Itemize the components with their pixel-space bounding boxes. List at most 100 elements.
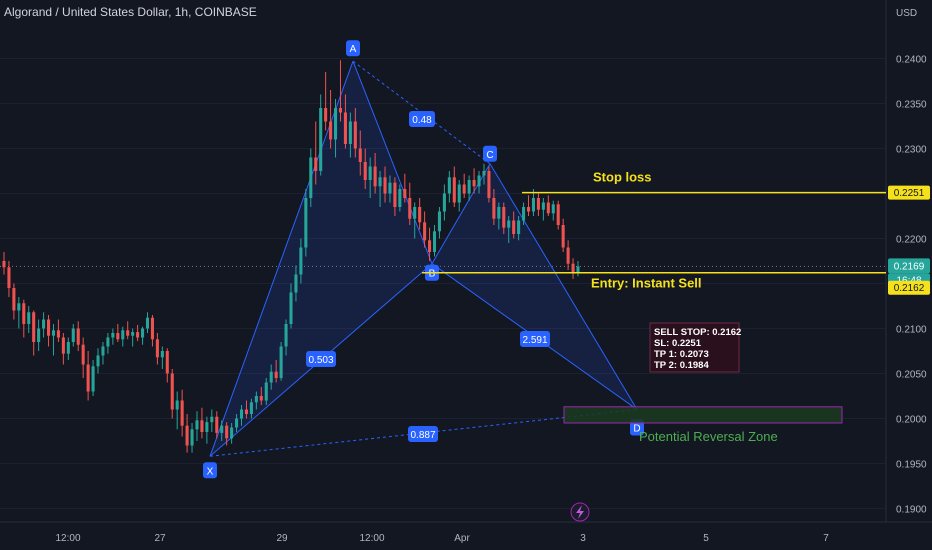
candle-body [249, 402, 253, 414]
candle-body [442, 193, 446, 212]
candle-body [145, 317, 150, 329]
y-tick-label: 0.2400 [896, 55, 927, 66]
candle-body [447, 177, 451, 194]
entry-price-label: 0.2162 [888, 280, 930, 295]
candle-body [131, 332, 135, 336]
candle-body [457, 184, 461, 203]
candle-body [497, 207, 501, 219]
info-line: TP 1: 0.2073 [654, 349, 709, 360]
candle-body [2, 261, 6, 268]
info-line: SELL STOP: 0.2162 [654, 327, 741, 338]
candlestick-series [2, 60, 580, 453]
candle-body [106, 337, 110, 347]
candle-body [536, 198, 540, 210]
candle-body [86, 364, 90, 392]
svg-text:0.2162: 0.2162 [894, 283, 925, 294]
candle-body [571, 263, 575, 273]
candle-body [284, 324, 288, 347]
y-tick-label: 0.2350 [896, 100, 927, 111]
candle-body [383, 177, 387, 194]
candle-body [289, 292, 293, 324]
candle-body [66, 342, 70, 354]
candle-body [363, 162, 367, 180]
pattern-point-d[interactable]: D [630, 419, 644, 436]
candle-body [329, 121, 333, 140]
svg-text:D: D [633, 424, 640, 435]
chart-title: Algorand / United States Dollar, 1h, COI… [4, 5, 257, 19]
candle-body [264, 382, 268, 401]
candle-body [576, 266, 580, 273]
candle-body [185, 425, 189, 446]
x-tick-label: 29 [276, 533, 288, 544]
candle-body [47, 319, 51, 336]
candle-body [304, 198, 308, 248]
candle-body [96, 355, 100, 367]
candle-body [200, 420, 204, 432]
reversal-zone[interactable]: Potential Reversal Zone [563, 406, 843, 444]
candle-body [141, 328, 145, 338]
candle-body [220, 425, 224, 433]
candle-body [116, 333, 120, 340]
candle-body [299, 247, 303, 275]
candle-body [348, 121, 352, 144]
candle-body [428, 240, 432, 252]
candle-body [170, 373, 174, 410]
candle-body [546, 202, 550, 214]
x-tick-label: 3 [580, 533, 586, 544]
candle-body [274, 371, 278, 378]
pattern-point-x[interactable]: X [203, 462, 217, 479]
candle-body [324, 108, 328, 122]
candle-body [225, 425, 229, 439]
x-tick-label: 7 [823, 533, 829, 544]
candle-body [76, 328, 80, 345]
candle-body [437, 211, 441, 232]
candle-body [373, 166, 377, 187]
harmonic-pattern[interactable]: X A B C D 0.503 0.48 2.591 0.887 [203, 40, 644, 479]
candle-body [353, 121, 357, 149]
pattern-point-a[interactable]: A [346, 40, 360, 57]
candle-body [279, 346, 283, 378]
candle-body [210, 416, 214, 423]
candle-body [358, 148, 362, 162]
candle-body [235, 418, 239, 428]
svg-text:C: C [486, 150, 493, 161]
candle-body [413, 207, 417, 219]
lightning-icon[interactable] [570, 502, 590, 522]
candle-body [91, 366, 95, 392]
info-line: TP 2: 0.1984 [654, 360, 709, 371]
candle-body [393, 182, 397, 207]
candle-body [418, 207, 422, 223]
info-box-bg [649, 322, 740, 373]
svg-text:0.887: 0.887 [410, 430, 435, 441]
candle-body [482, 171, 486, 176]
reversal-zone-label: Potential Reversal Zone [639, 429, 778, 444]
ratio-ac-label[interactable]: 0.48 [409, 111, 435, 127]
x-tick-label: Apr [454, 533, 470, 544]
candle-body [541, 202, 545, 210]
candle-body [319, 108, 323, 171]
candle-body [531, 198, 535, 212]
trade-levels[interactable]: Stop loss Entry: Instant Sell [422, 170, 886, 291]
candle-body [522, 207, 526, 221]
candle-body [334, 108, 338, 140]
y-tick-label: 0.1950 [896, 460, 927, 471]
ratio-xd-label[interactable]: 0.887 [408, 426, 438, 442]
candle-body [37, 328, 41, 342]
info-line: SL: 0.2251 [654, 338, 702, 349]
ratio-xb-label[interactable]: 0.503 [306, 351, 336, 367]
candle-body [190, 429, 194, 446]
reversal-zone-box[interactable] [563, 406, 843, 424]
ratio-bd-label[interactable]: 2.591 [520, 331, 550, 347]
candle-body [71, 328, 75, 342]
candle-body [195, 420, 199, 430]
candle-body [309, 157, 313, 198]
candle-body [81, 344, 85, 365]
pattern-point-c[interactable]: C [483, 145, 497, 162]
candle-body [477, 175, 481, 187]
svg-text:2.591: 2.591 [522, 335, 547, 346]
candle-body [452, 177, 456, 203]
